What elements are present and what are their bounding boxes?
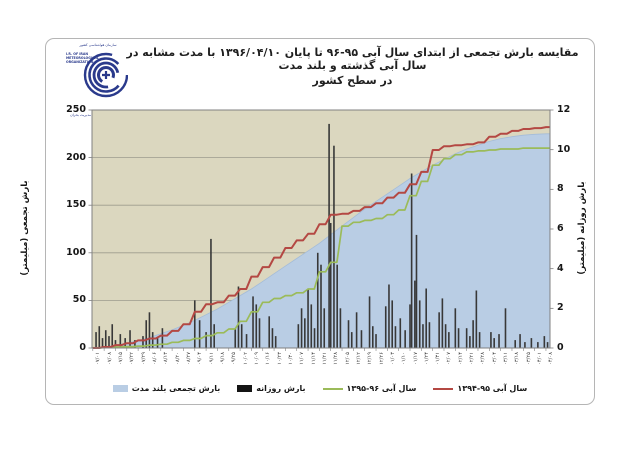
logo-spiral-icon bbox=[83, 52, 128, 98]
x-axis-tick-label: ۰۴/۰۸ bbox=[548, 352, 555, 365]
right-axis-tick-2: 2 bbox=[557, 302, 564, 314]
right-axis-tick-6: 6 bbox=[557, 223, 564, 234]
left-axis-tick-200: 200 bbox=[66, 151, 86, 163]
legend-swatch bbox=[322, 387, 343, 390]
right-axis-tick-4: 4 bbox=[557, 262, 564, 274]
right-axis-tick-12: 12 bbox=[557, 104, 571, 115]
left-axis-tick-150: 150 bbox=[66, 199, 86, 211]
legend-item-1: سال آبی ۹۶-۱۳۹۵ bbox=[322, 384, 417, 393]
legend-label: سال آبی ۹۵-۱۳۹۴ bbox=[457, 384, 528, 393]
chart-title-line2: در سطح کشور bbox=[312, 74, 393, 87]
left-axis-tick-0: 0 bbox=[79, 342, 86, 353]
legend-label: بارش روزانه bbox=[256, 384, 306, 393]
logo-english-text: I.R. OF IRAN METEOROLOGICAL ORGANIZATION bbox=[66, 52, 99, 64]
precipitation-chart bbox=[88, 109, 554, 351]
plot-area bbox=[88, 109, 554, 351]
legend-swatch bbox=[433, 387, 454, 390]
legend-swatch bbox=[112, 385, 128, 392]
legend-swatch bbox=[237, 385, 253, 392]
chart-title-line1: مقایسه بارش تجمعی از ابتدای سال آبی ۹۵-۹… bbox=[126, 46, 579, 72]
left-axis-tick-50: 50 bbox=[72, 294, 86, 306]
logo-persian-top-text: سازمان هواشناسی کشور bbox=[79, 43, 117, 47]
right-axis-tick-0: 0 bbox=[557, 342, 564, 353]
legend-label: بارش تجمعی بلند مدت bbox=[131, 384, 221, 393]
left-axis-tick-100: 100 bbox=[66, 246, 86, 258]
right-axis-tick-10: 10 bbox=[557, 143, 571, 155]
legend-item-3: بارش تجمعی بلند مدت bbox=[112, 384, 221, 393]
legend-item-2: بارش روزانه bbox=[237, 384, 306, 393]
legend-label: سال آبی ۹۶-۱۳۹۵ bbox=[346, 384, 417, 393]
left-axis-tick-250: 250 bbox=[66, 104, 86, 115]
right-axis-tick-8: 8 bbox=[557, 183, 564, 195]
legend-item-0: سال آبی ۹۵-۱۳۹۴ bbox=[433, 384, 527, 393]
chart-legend: سال آبی ۹۵-۱۳۹۴ سال آبی ۹۶-۱۳۹۵ بارش روزان… bbox=[60, 384, 580, 393]
